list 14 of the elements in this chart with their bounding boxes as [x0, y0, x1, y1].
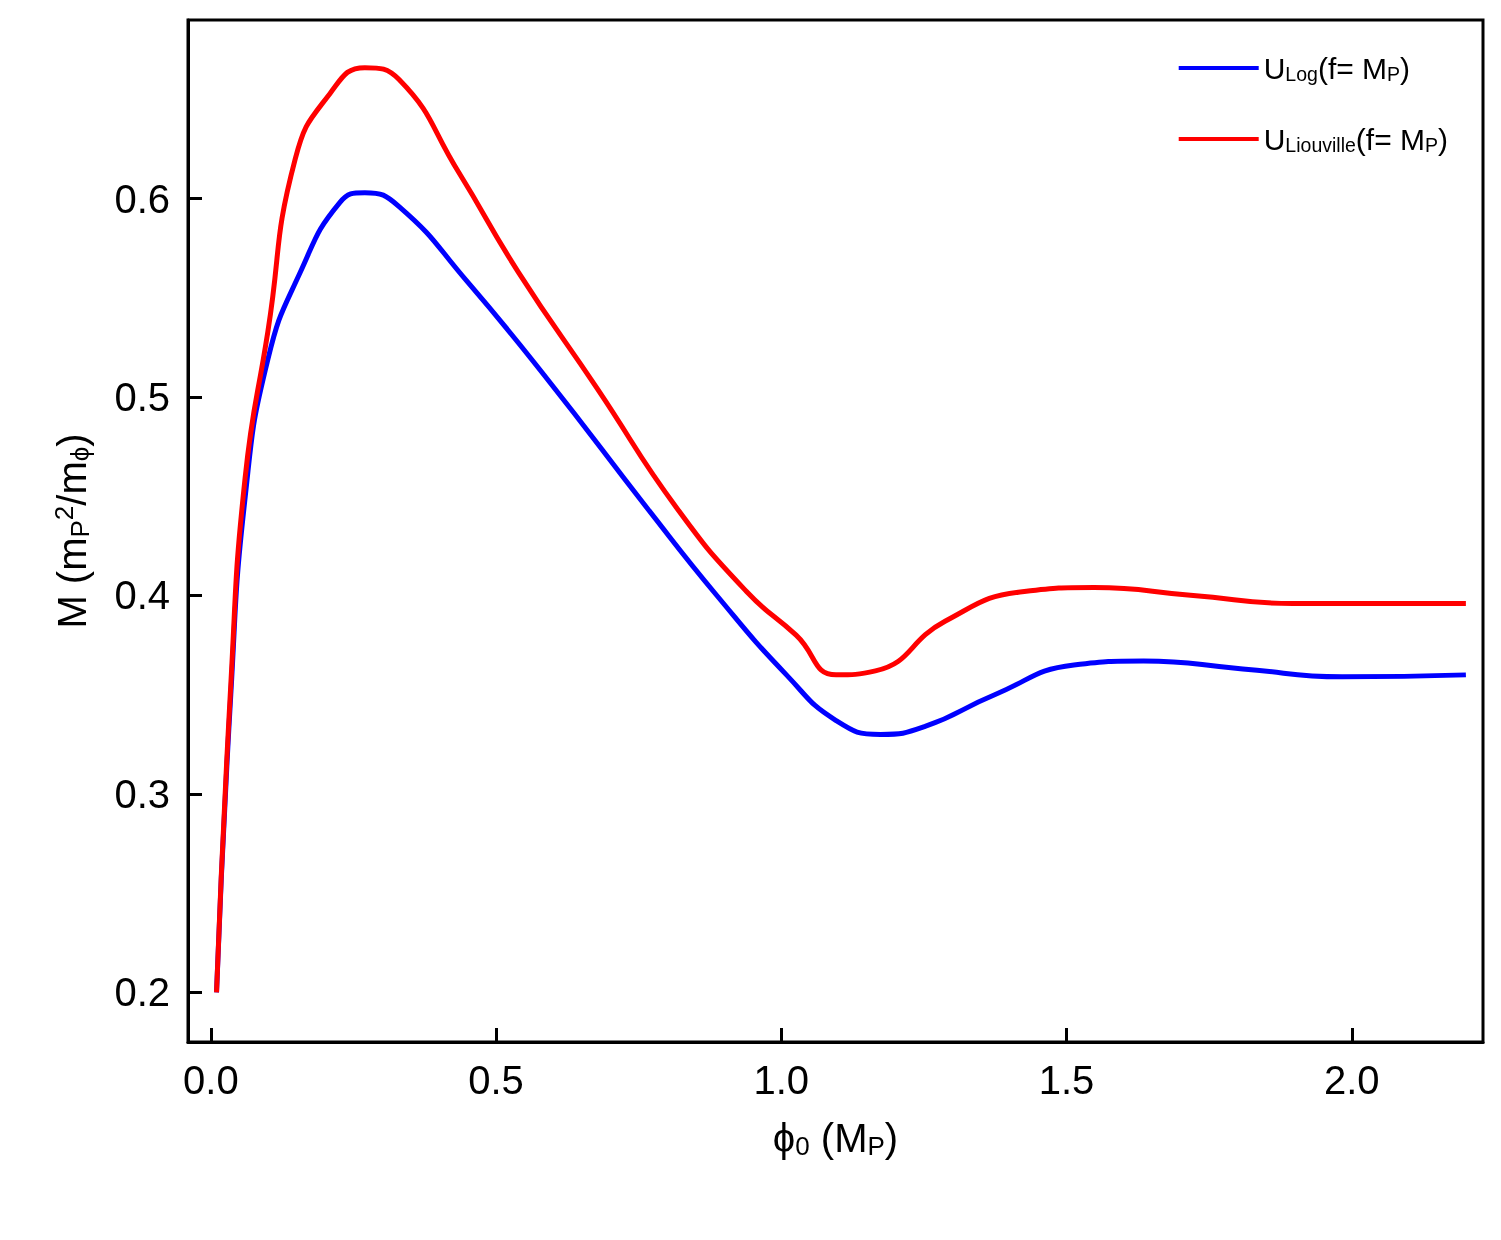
- x-tick-label: 1.0: [753, 1058, 810, 1102]
- y-axis-title: M (mP2/mϕ): [49, 433, 95, 629]
- x-tick-label: 0.0: [183, 1058, 239, 1102]
- x-tick-label: 1.5: [1038, 1058, 1095, 1102]
- x-axis-title: ϕ0 (MP): [772, 1116, 899, 1161]
- y-tick-label: 0.4: [114, 573, 170, 618]
- x-tick-label: 0.5: [468, 1058, 524, 1102]
- x-tick-label: 2.0: [1323, 1058, 1380, 1102]
- legend-label: ULog(f= MP): [1263, 51, 1411, 85]
- y-tick-label: 0.3: [114, 771, 170, 816]
- y-tick-label: 0.5: [114, 375, 170, 420]
- y-tick-label: 0.2: [114, 970, 170, 1015]
- y-tick-label: 0.6: [114, 176, 170, 221]
- legend-label: ULiouville(f= MP): [1263, 122, 1449, 156]
